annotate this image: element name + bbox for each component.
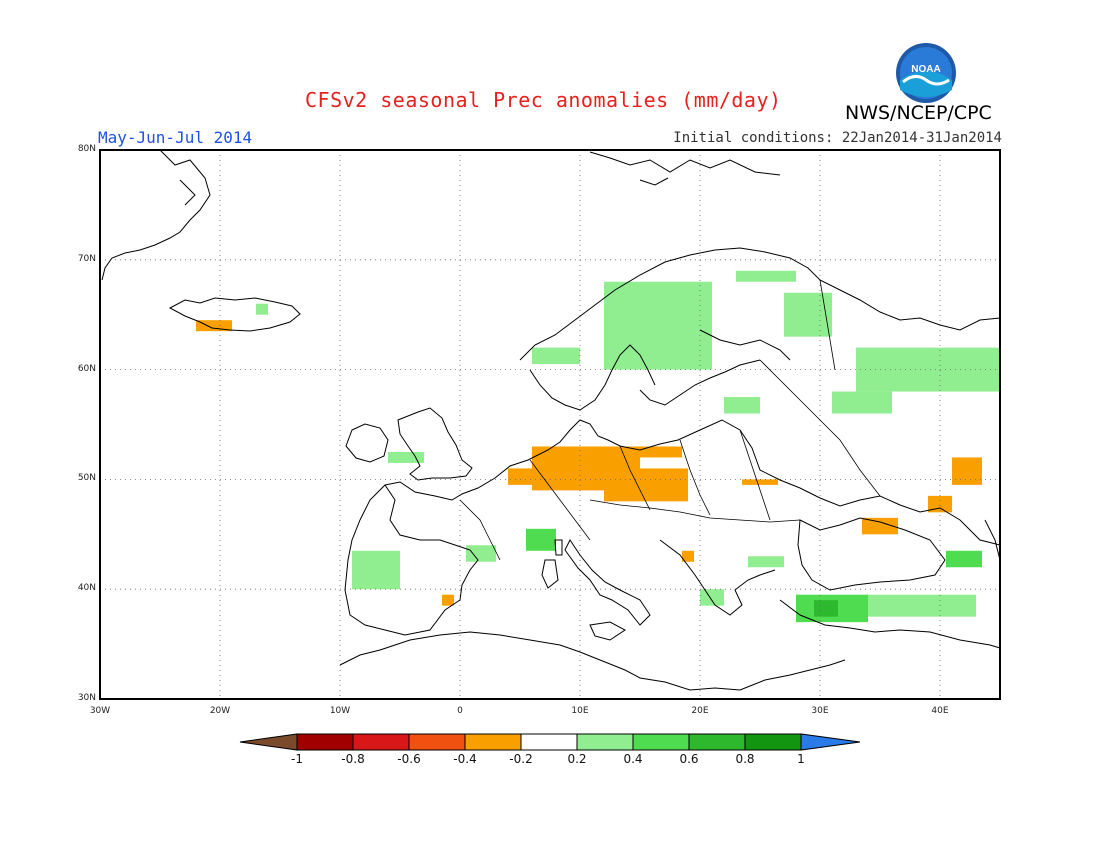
colorbar-label: -1 [291,752,303,766]
colorbar-segment [352,733,410,751]
lon-tick-label: 10W [329,706,351,716]
lon-tick-label: 40E [931,706,949,716]
lat-tick-label: 40N [77,583,96,594]
anomaly-cell-greece-west [700,589,724,606]
colorbar-segment [632,733,690,751]
anomaly-cell-finland-north [736,270,796,282]
lat-tick-label: 70N [77,253,96,264]
lat-tick-label: 30N [77,693,96,703]
lon-tick-label: 0 [457,706,463,716]
anomaly-cell-caspian-north [928,495,952,513]
forecast-period: May-Jun-Jul 2014 [98,128,253,147]
anomaly-cell-balkan-coast [682,550,694,562]
map-frame [99,149,1001,700]
agency-label: NWS/NCEP/CPC [845,102,992,124]
lon-tick-label: 30E [811,706,829,716]
anomaly-cell-brittany [388,451,424,463]
initial-conditions: Initial conditions: 22Jan2014-31Jan2014 [673,130,1002,146]
colorbar-label: -0.6 [397,752,421,766]
anomaly-cell-iceland-east [256,303,268,315]
anomaly-cell-turkey-central [814,600,838,617]
anomaly-cell-spain-east [442,594,454,606]
lat-lon-grid [100,150,1000,699]
anomaly-cell-alps-west [526,528,556,551]
colorbar-label: -0.8 [341,752,365,766]
anomaly-cell-iceland-west [196,320,232,332]
colorbar-segment [576,733,634,751]
noaa-logo-text: NOAA [911,64,940,75]
colorbar-label: -0.4 [453,752,477,766]
colorbar-segment [744,733,802,751]
anomaly-cell-russia-south [952,457,982,485]
anomaly-cell-pyrenees [466,545,496,562]
coastlines [101,149,1001,691]
lat-tick-label: 60N [77,363,96,374]
anomaly-cell-bulgaria [748,556,784,568]
anomaly-cell-luxembourg [508,468,532,485]
colorbar-label: 0.2 [567,752,587,766]
anomaly-cell-ukraine-west [742,479,778,485]
anomaly-cell-scandinavia [604,281,712,370]
anomaly-cell-baltics [724,397,760,414]
anomaly-cell-poland-south [604,468,688,502]
anomaly-cell-caucasus [946,550,982,568]
lat-tick-label: 80N [77,144,96,154]
noaa-logo: NOAA [896,43,956,103]
anomaly-cell-turkey-east [868,594,976,617]
colorbar-label: 1 [797,752,805,766]
anomaly-cell-finland-east [784,292,832,337]
colorbar-arrow-low [239,733,298,751]
map-title: CFSv2 seasonal Prec anomalies (mm/day) [305,88,782,112]
colorbar-label: -0.2 [509,752,533,766]
colorbar-segment [688,733,746,751]
anomaly-cell-crimea [862,517,898,535]
lon-tick-label: 30W [89,706,111,716]
anomaly-cell-norway-coast [532,347,580,365]
colorbar-label: 0.8 [735,752,755,766]
colorbar-arrow-high [800,733,861,751]
lat-tick-label: 50N [77,473,96,484]
lon-tick-label: 10E [571,706,589,716]
colorbar-segment [464,733,522,751]
anomaly-cell-baltic-coast [640,446,682,458]
anomaly-cell-iberia-northwest [352,550,400,590]
anomaly-cell-russia-central [832,391,892,414]
colorbar-label: 0.4 [623,752,643,766]
colorbar-segment [520,733,578,751]
colorbar-segment [296,733,354,751]
colorbar-segment [408,733,466,751]
lon-tick-label: 20W [209,706,231,716]
lon-tick-label: 20E [691,706,709,716]
colorbar-label: 0.6 [679,752,699,766]
